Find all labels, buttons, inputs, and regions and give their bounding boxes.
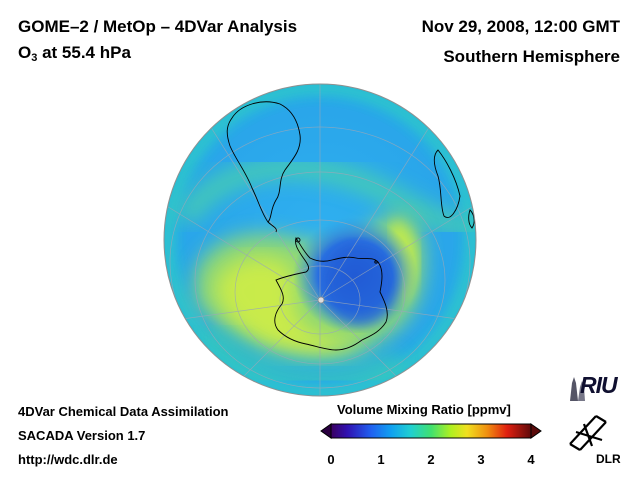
colorbar-tick-3: 3: [477, 452, 485, 467]
hemisphere-label: Southern Hemisphere: [443, 47, 620, 66]
colorbar-body: [330, 423, 532, 439]
colorbar-tick-1: 1: [377, 452, 385, 467]
analysis-date: Nov 29, 2008, 12:00 GMT: [421, 17, 620, 36]
upper-green-band: [176, 158, 473, 236]
footer-method: 4DVar Chemical Data Assimilation: [18, 404, 229, 419]
dlr-logo-text: DLR: [596, 452, 621, 466]
riu-logo-icon: [570, 377, 585, 401]
globe-outline: [163, 83, 477, 397]
colorbar-title: Volume Mixing Ratio [ppmv]: [337, 402, 511, 417]
colorbar-right-arrow: [530, 423, 542, 439]
coastlines: [226, 101, 475, 351]
lower-green-band: [203, 323, 404, 385]
map-subtitle: O3 at 55.4 hPa: [18, 44, 131, 64]
colorbar-tick-0: 0: [327, 452, 335, 467]
vortex-collar-bright: [215, 256, 370, 356]
species-label: O: [18, 43, 32, 62]
colorbar: [320, 423, 542, 439]
ozone-hole-core: [325, 245, 395, 325]
dlr-logo-icon: [569, 415, 607, 451]
riu-logo-text: RIU: [580, 372, 618, 398]
footer-url[interactable]: http://wdc.dlr.de: [18, 452, 118, 467]
map-title: GOME–2 / MetOp – 4DVar Analysis: [18, 17, 298, 36]
pole-marker: [317, 296, 325, 304]
graticule: [164, 84, 476, 396]
pressure-level: at 55.4 hPa: [37, 43, 131, 62]
footer-version: SACADA Version 1.7: [18, 428, 146, 443]
species-subscript: 3: [31, 52, 38, 64]
colorbar-tick-2: 2: [427, 452, 435, 467]
colorbar-left-arrow: [320, 423, 332, 439]
colorbar-tick-4: 4: [527, 452, 535, 467]
